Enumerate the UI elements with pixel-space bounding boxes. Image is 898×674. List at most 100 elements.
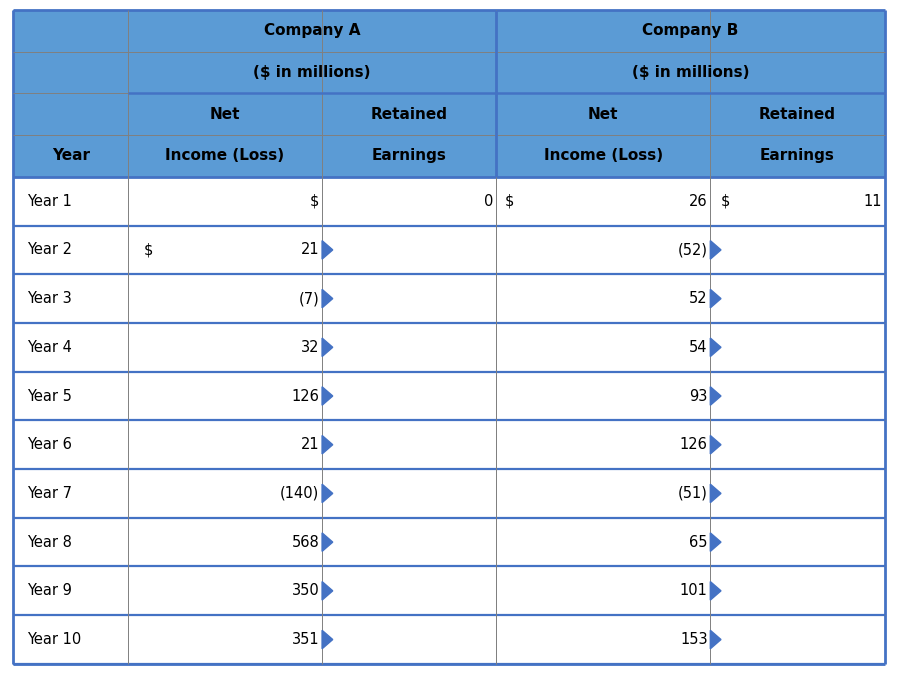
Text: 32: 32 [301,340,320,355]
Text: Year 5: Year 5 [27,388,72,404]
Text: ($ in millions): ($ in millions) [253,65,371,80]
Polygon shape [322,630,333,649]
Text: Year 6: Year 6 [27,437,72,452]
Text: $: $ [310,193,320,209]
Bar [322,226,497,274]
Text: 153: 153 [680,632,708,647]
Bar [497,421,710,469]
Bar [13,469,128,518]
Bar [128,323,322,371]
Bar [128,615,322,664]
Bar [128,371,322,421]
Polygon shape [322,435,333,454]
Bar [13,10,128,177]
Text: (52): (52) [678,243,708,257]
Text: Company B: Company B [642,24,738,38]
Polygon shape [322,289,333,308]
Bar [13,274,128,323]
Text: Year: Year [52,148,90,164]
Bar [497,177,710,226]
Text: ($ in millions): ($ in millions) [631,65,749,80]
Polygon shape [322,533,333,551]
Text: Year 9: Year 9 [27,583,72,599]
Text: 11: 11 [863,193,882,209]
Bar [322,177,497,226]
Bar [322,94,497,135]
Text: 351: 351 [292,632,320,647]
Polygon shape [710,289,721,308]
Text: $: $ [505,193,515,209]
Text: Earnings: Earnings [760,148,835,164]
Text: 126: 126 [292,388,320,404]
Text: 52: 52 [689,291,708,306]
Bar [322,274,497,323]
Text: Year 2: Year 2 [27,243,72,257]
Polygon shape [322,241,333,259]
Polygon shape [710,435,721,454]
Bar [497,94,710,135]
Bar [128,274,322,323]
Bar [128,10,497,52]
Text: Income (Loss): Income (Loss) [165,148,285,164]
Bar [13,566,128,615]
Polygon shape [710,582,721,600]
Text: 93: 93 [690,388,708,404]
Bar [497,135,710,177]
Text: Year 8: Year 8 [27,534,72,549]
Bar [497,10,885,52]
Text: (140): (140) [280,486,320,501]
Bar [128,135,322,177]
Bar [128,177,322,226]
Text: Year 1: Year 1 [27,193,72,209]
Bar [13,323,128,371]
Bar [322,323,497,371]
Text: 126: 126 [680,437,708,452]
Bar [13,615,128,664]
Bar [497,226,710,274]
Polygon shape [710,241,721,259]
Bar [322,135,497,177]
Text: 21: 21 [301,437,320,452]
Text: (7): (7) [299,291,320,306]
Polygon shape [710,338,721,357]
Bar [710,177,885,226]
Bar [322,518,497,566]
Bar [497,615,710,664]
Bar [322,615,497,664]
Bar [13,371,128,421]
Text: Retained: Retained [371,106,448,122]
Bar [13,518,128,566]
Bar [128,518,322,566]
Polygon shape [710,630,721,649]
Text: 21: 21 [301,243,320,257]
Bar [710,566,885,615]
Text: Year 4: Year 4 [27,340,72,355]
Bar [710,421,885,469]
Bar [13,421,128,469]
Bar [128,52,497,94]
Text: 54: 54 [689,340,708,355]
Bar [710,274,885,323]
Bar [710,518,885,566]
Bar [710,371,885,421]
Bar [497,518,710,566]
Text: Company A: Company A [264,24,360,38]
Polygon shape [322,387,333,405]
Text: Earnings: Earnings [372,148,446,164]
Text: Net: Net [588,106,619,122]
Text: 101: 101 [680,583,708,599]
Bar [497,566,710,615]
Text: 26: 26 [689,193,708,209]
Polygon shape [710,387,721,405]
Text: Year 3: Year 3 [27,291,72,306]
Polygon shape [322,484,333,503]
Bar [13,226,128,274]
Polygon shape [322,338,333,357]
Text: Year 10: Year 10 [27,632,82,647]
Bar [322,566,497,615]
Text: Year 7: Year 7 [27,486,72,501]
Text: 65: 65 [689,534,708,549]
Text: (51): (51) [678,486,708,501]
Bar [497,274,710,323]
Bar [128,469,322,518]
